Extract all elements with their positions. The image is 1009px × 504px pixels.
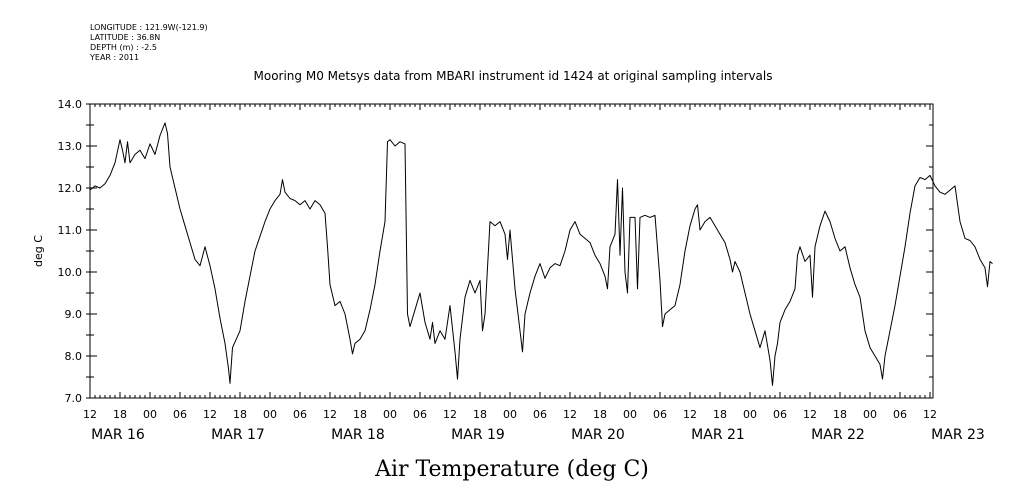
- x-tick-label: 00: [383, 408, 397, 421]
- x-tick-label: 00: [263, 408, 277, 421]
- x-tick-label: 06: [293, 408, 307, 421]
- date-label: MAR 20: [571, 427, 625, 443]
- y-tick-label: 11.0: [58, 224, 83, 237]
- date-label: MAR 18: [331, 427, 385, 443]
- x-tick-label: 18: [593, 408, 607, 421]
- x-tick-label: 12: [83, 408, 97, 421]
- x-tick-label: 06: [653, 408, 667, 421]
- x-tick-label: 12: [443, 408, 457, 421]
- x-axis-label: Air Temperature (deg C): [374, 457, 649, 482]
- date-label: MAR 19: [451, 427, 505, 443]
- y-tick-label: 12.0: [58, 182, 83, 195]
- y-tick-label: 10.0: [58, 266, 83, 279]
- x-tick-label: 00: [503, 408, 517, 421]
- x-tick-label: 12: [203, 408, 217, 421]
- y-tick-label: 13.0: [58, 140, 83, 153]
- x-tick-label: 06: [413, 408, 427, 421]
- y-tick-label: 14.0: [58, 98, 83, 111]
- date-label: MAR 23: [931, 427, 985, 443]
- x-tick-label: 00: [623, 408, 637, 421]
- x-axis: 12 18 00 06 12 18 00 06 12 18 00 06 12 18 00 06 12 18 00 06…: [83, 104, 985, 443]
- year-label: YEAR : 2011: [89, 53, 139, 62]
- x-tick-label: 18: [353, 408, 367, 421]
- date-label: MAR 21: [691, 427, 745, 443]
- x-tick-label: 18: [713, 408, 727, 421]
- x-tick-label: 12: [923, 408, 937, 421]
- date-label: MAR 22: [811, 427, 865, 443]
- x-tick-label: 12: [323, 408, 337, 421]
- x-tick-label: 12: [803, 408, 817, 421]
- latitude-label: LATITUDE : 36.8N: [90, 33, 160, 42]
- longitude-label: LONGITUDE : 121.9W(-121.9): [90, 23, 208, 32]
- x-tick-label: 06: [773, 408, 787, 421]
- x-tick-label: 12: [683, 408, 697, 421]
- x-tick-label: 18: [833, 408, 847, 421]
- x-tick-label: 18: [233, 408, 247, 421]
- x-tick-label: 00: [863, 408, 877, 421]
- x-tick-label: 06: [173, 408, 187, 421]
- x-tick-label: 12: [563, 408, 577, 421]
- date-label: MAR 16: [91, 427, 145, 443]
- y-axis: 7.0 8.0 9.0 10.0 11.0 12.0 13.0 14.0: [58, 98, 933, 405]
- x-tick-label: 00: [143, 408, 157, 421]
- chart-title: Mooring M0 Metsys data from MBARI instru…: [254, 69, 773, 83]
- plot-area: [89, 122, 993, 386]
- temperature-line: [89, 122, 993, 386]
- x-tick-label: 18: [473, 408, 487, 421]
- y-axis-label: deg C: [32, 235, 45, 267]
- y-tick-label: 9.0: [65, 308, 83, 321]
- y-tick-label: 7.0: [65, 392, 83, 405]
- x-tick-label: 06: [533, 408, 547, 421]
- x-tick-label: 00: [743, 408, 757, 421]
- x-tick-label: 06: [893, 408, 907, 421]
- depth-label: DEPTH (m) : -2.5: [90, 43, 157, 52]
- date-label: MAR 17: [211, 427, 265, 443]
- y-tick-label: 8.0: [65, 350, 83, 363]
- x-tick-label: 18: [113, 408, 127, 421]
